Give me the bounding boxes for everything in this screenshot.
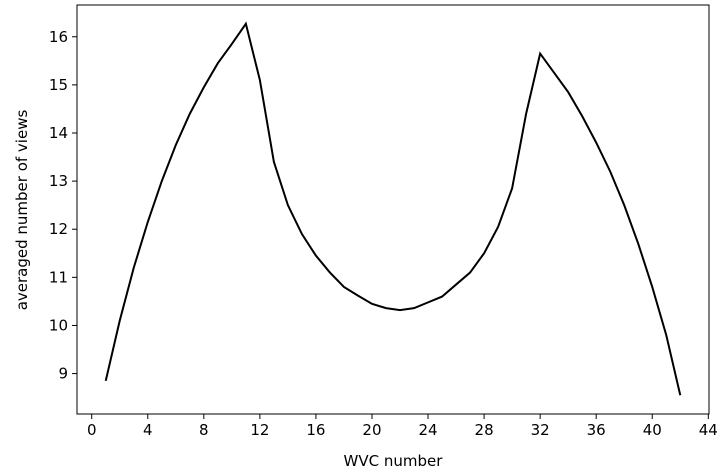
y-tick-label: 10 [49,316,68,334]
y-tick-label: 12 [49,220,68,238]
y-tick-label: 13 [49,172,68,190]
y-tick-label: 14 [49,124,68,142]
x-axis-label: WVC number [344,452,444,470]
y-tick-label: 9 [58,365,68,383]
x-tick-label: 8 [199,421,209,439]
line-series [104,21,682,396]
x-tick-label: 36 [587,421,606,439]
x-tick-label: 28 [475,421,494,439]
x-tick-label: 16 [306,421,325,439]
plot-frame [76,4,710,415]
y-tick-label: 16 [49,28,68,46]
y-axis-label: averaged number of views [13,110,31,311]
y-tick-label: 11 [49,268,68,286]
x-tick-label: 24 [418,421,437,439]
x-tick-label: 44 [699,421,718,439]
x-tick-label: 12 [250,421,269,439]
x-tick-label: 0 [87,421,97,439]
x-tick-label: 20 [362,421,381,439]
x-tick-label: 32 [531,421,550,439]
x-tick-label: 4 [143,421,153,439]
x-tick-label: 40 [643,421,662,439]
y-tick-label: 15 [49,76,68,94]
